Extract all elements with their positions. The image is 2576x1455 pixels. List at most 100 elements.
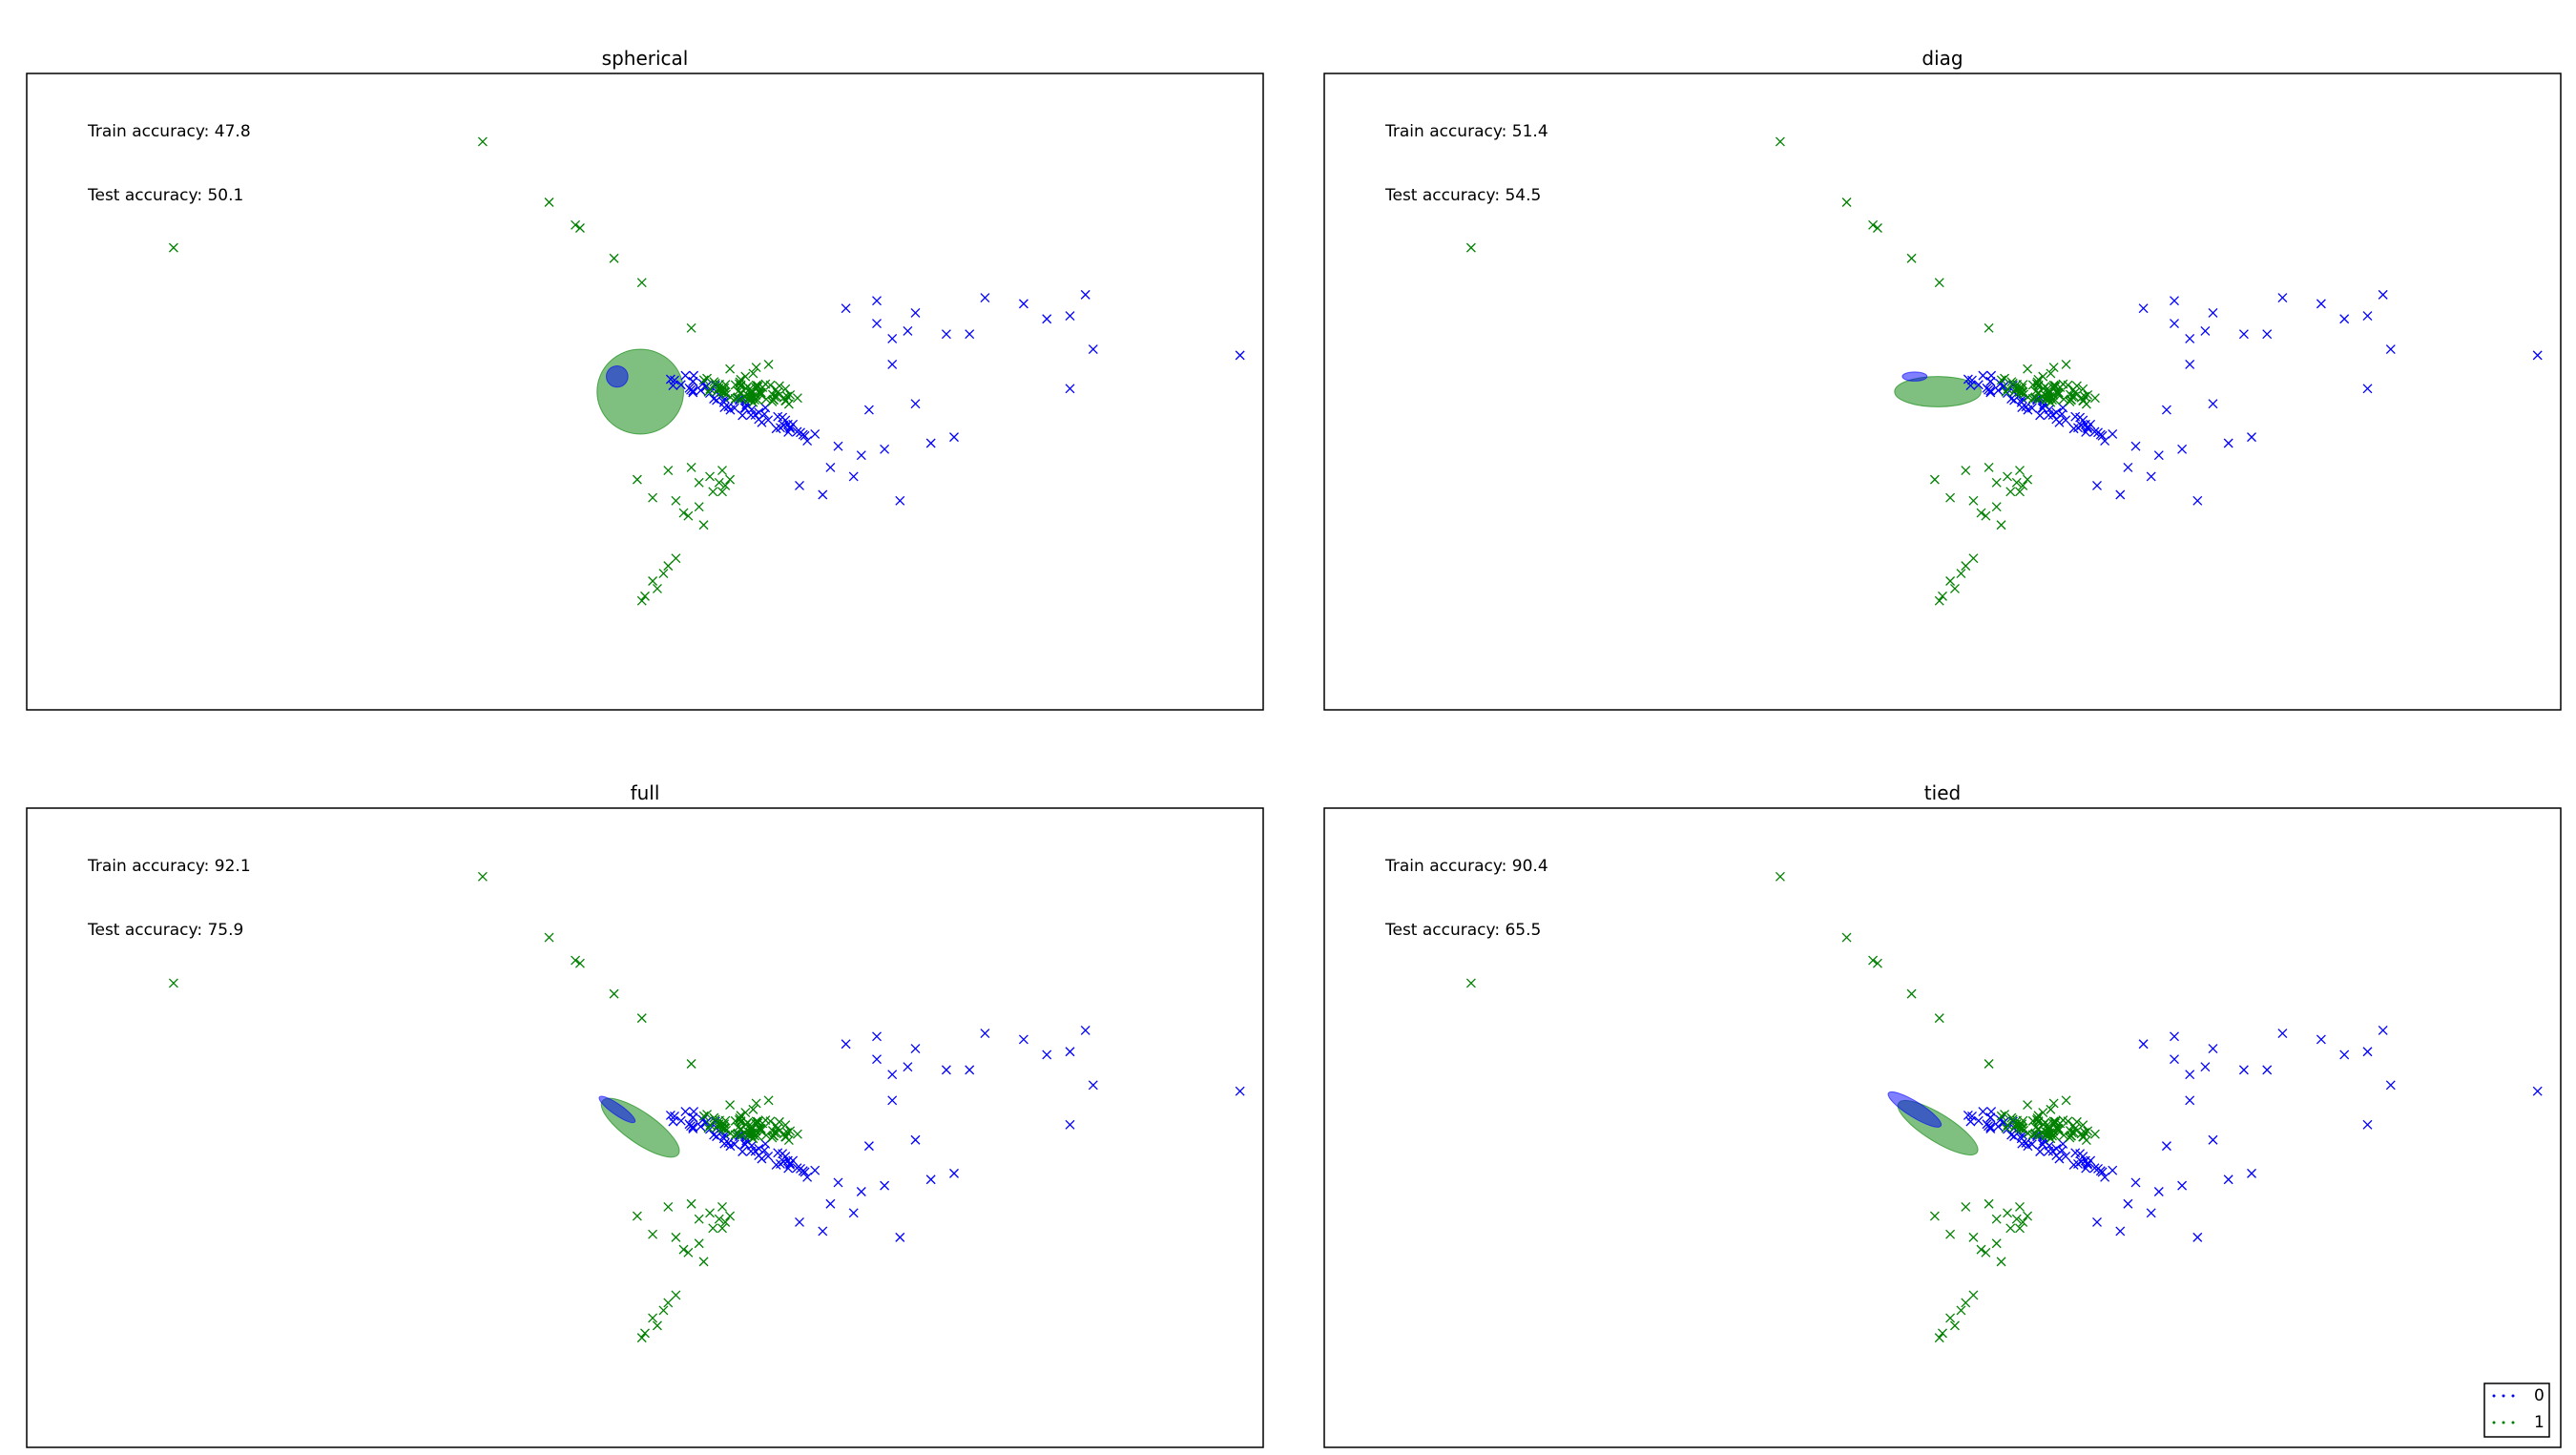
point-class-1 [683, 1247, 694, 1258]
point-class-1 [1950, 1320, 1960, 1331]
point-class-0 [2130, 441, 2141, 451]
point-class-0 [759, 409, 770, 420]
point-class-1 [2018, 481, 2028, 490]
point-class-0 [2057, 409, 2067, 420]
point-class-0 [2037, 1139, 2047, 1149]
point-class-1 [742, 1117, 753, 1128]
point-class-1 [2005, 1223, 2016, 1234]
point-class-1 [725, 1211, 736, 1221]
point-class-1 [1873, 223, 1882, 233]
point-class-0 [2100, 436, 2110, 447]
point-class-0 [2078, 415, 2088, 426]
point-class-0 [848, 471, 859, 482]
point-class-1 [733, 1122, 743, 1133]
point-class-1 [636, 1333, 647, 1343]
point-class-1 [2003, 1208, 2012, 1218]
point-class-0 [925, 1174, 936, 1185]
point-class-1 [2055, 1118, 2066, 1129]
point-class-0 [965, 329, 975, 340]
point-class-0 [2035, 410, 2046, 421]
point-class-0 [759, 1145, 770, 1155]
point-class-0 [2016, 397, 2026, 407]
point-class-1 [714, 1214, 724, 1224]
point-class-1 [2046, 1133, 2056, 1144]
point-class-0 [2016, 1133, 2026, 1144]
point-class-0 [709, 394, 719, 404]
point-class-0 [796, 1164, 805, 1174]
point-class-1 [2078, 1132, 2088, 1142]
point-class-0 [2238, 1065, 2249, 1075]
test-accuracy-label: Test accuracy: 75.9 [87, 921, 243, 940]
point-class-1 [705, 1208, 715, 1218]
point-class-0 [680, 370, 691, 381]
point-class-0 [785, 1159, 796, 1170]
point-class-0 [949, 432, 959, 443]
point-class-1 [663, 1201, 674, 1212]
point-class-1 [1873, 958, 1882, 968]
point-class-1 [780, 1120, 791, 1131]
point-class-1 [2078, 384, 2088, 394]
point-class-0 [2100, 1172, 2110, 1182]
point-class-0 [833, 441, 843, 451]
point-class-1 [694, 502, 704, 512]
point-class-0 [2262, 1065, 2273, 1075]
point-class-1 [1868, 219, 1879, 230]
point-class-0 [2115, 489, 2126, 500]
point-class-1 [609, 253, 619, 263]
point-class-0 [949, 1168, 959, 1178]
legend-label-1: 1 [2534, 1413, 2545, 1432]
point-class-1 [2048, 380, 2059, 390]
point-class-1 [1968, 553, 1979, 564]
point-class-1 [571, 955, 581, 966]
point-class-1 [2047, 1131, 2057, 1141]
gaussian-ellipse-1 [598, 1095, 636, 1124]
point-class-0 [895, 495, 905, 506]
gaussian-ellipse-1 [1887, 1091, 1942, 1128]
point-class-1 [735, 1112, 745, 1123]
point-class-1 [748, 1104, 758, 1114]
point-class-1 [1996, 375, 2006, 385]
point-class-1 [748, 368, 758, 379]
point-class-0 [2078, 1152, 2088, 1162]
point-class-0 [763, 1151, 774, 1161]
point-class-0 [2223, 1174, 2233, 1185]
point-class-0 [709, 1130, 719, 1140]
point-class-0 [2223, 438, 2233, 448]
point-class-0 [2061, 1151, 2071, 1161]
point-class-0 [2108, 429, 2118, 439]
point-class-1 [785, 1126, 796, 1136]
train-accuracy-label: Train accuracy: 51.4 [1384, 122, 1548, 141]
point-class-1 [1968, 1232, 1979, 1242]
legend: 0 1 [2483, 1382, 2550, 1438]
point-class-1 [767, 396, 778, 406]
point-class-1 [671, 553, 681, 564]
point-class-0 [739, 1139, 750, 1149]
point-class-1 [1996, 1257, 2006, 1267]
point-class-1 [748, 1133, 758, 1144]
point-class-1 [780, 1132, 791, 1142]
point-class-1 [2040, 1117, 2050, 1128]
point-class-1 [1465, 978, 1476, 988]
legend-marker-0 [2492, 1394, 2515, 1398]
point-class-0 [856, 1187, 866, 1196]
point-class-0 [1963, 1111, 1973, 1120]
point-class-0 [2054, 417, 2065, 427]
point-class-0 [872, 296, 882, 306]
point-class-1 [2034, 1130, 2045, 1140]
point-class-1 [774, 381, 784, 391]
legend-box [2483, 1382, 2550, 1438]
point-class-0 [2161, 405, 2171, 415]
point-class-1 [709, 1112, 719, 1123]
point-class-1 [1945, 492, 1956, 503]
point-class-0 [810, 1165, 821, 1175]
gaussian-ellipses [596, 348, 685, 435]
point-class-1 [1775, 136, 1785, 147]
point-class-1 [663, 1298, 674, 1308]
point-class-0 [785, 424, 796, 434]
point-class-1 [2046, 397, 2056, 407]
point-class-0 [668, 1116, 678, 1127]
point-class-0 [1965, 381, 1976, 390]
point-class-0 [1018, 1034, 1028, 1045]
subplot-diag: diag Train accuracy: 51.4 Test accuracy:… [1323, 47, 2562, 711]
gaussian-ellipse-1 [606, 365, 629, 388]
